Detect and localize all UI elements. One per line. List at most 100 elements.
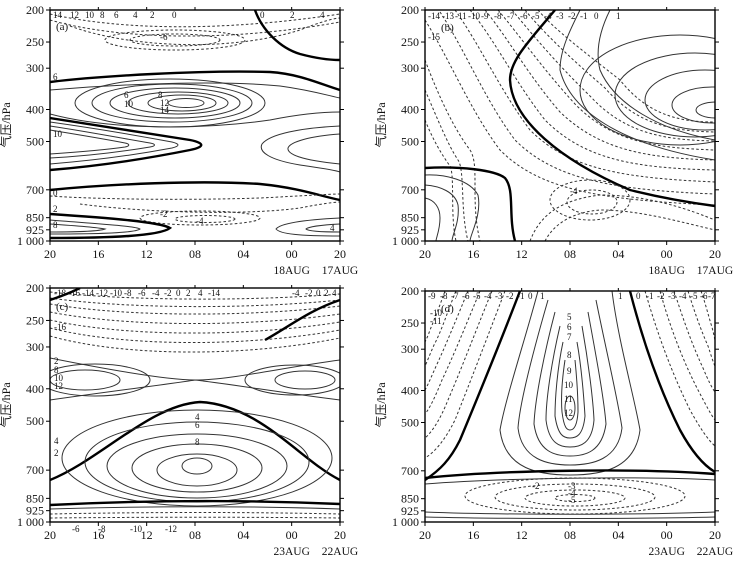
contour-line <box>469 10 715 171</box>
contour-line <box>50 121 179 165</box>
contour-label: -10 <box>468 11 480 21</box>
contour-line <box>524 10 715 133</box>
y-tick-label: 925 <box>401 504 419 518</box>
y-tick-label: 925 <box>26 223 44 237</box>
contour-label: -2 <box>164 288 172 298</box>
contour-label: -7 <box>451 291 459 301</box>
contour-label: -6 <box>138 288 146 298</box>
contour-zero <box>253 10 340 62</box>
contour-label: 6 <box>124 90 129 100</box>
contour-line <box>425 291 457 367</box>
y-tick-label: 250 <box>401 35 419 49</box>
y-axis-title: 气压/hPa <box>373 102 388 148</box>
contour-line <box>597 10 715 141</box>
x-tick-label: 08 <box>564 247 576 261</box>
contour-line <box>50 291 340 300</box>
contour-line <box>425 89 469 241</box>
contour-zero <box>50 181 340 202</box>
contour-label: -16 <box>54 322 66 332</box>
contour-label: 1 <box>540 291 545 301</box>
contour-line <box>50 303 340 315</box>
x-tick-label: 20 <box>709 528 721 542</box>
contour-line <box>511 10 715 142</box>
y-tick-label: 250 <box>26 313 44 327</box>
contour-label: 0 <box>594 11 599 21</box>
contour-label: -5 <box>473 291 481 301</box>
y-tick-label: 400 <box>26 382 44 396</box>
contour-line <box>564 395 576 421</box>
contour-line <box>50 369 121 391</box>
y-axis-title: 气压/hPa <box>373 382 388 428</box>
contour-label: -2 <box>305 288 313 298</box>
contour-zero <box>425 469 715 480</box>
contour-zero <box>50 499 340 507</box>
panel-d: (d) -9 -8 -7 -6 -5 -4 -3 -2 -1 0 1 1 0 -… <box>424 290 716 523</box>
contour-line <box>673 291 715 393</box>
contour-label: 14 <box>53 10 63 20</box>
x-tick-label: 08 <box>564 528 576 542</box>
panel-c: (c) -18 -16 -14 -12 -10 -8 -6 -4 -2 0 2 … <box>49 287 341 534</box>
contour-label: 10 <box>124 99 134 109</box>
contour-line <box>50 82 340 99</box>
contour-line <box>695 101 715 119</box>
y-tick-label: 1 000 <box>17 234 44 248</box>
date-label: 18AUG <box>648 265 684 277</box>
contour-zero <box>425 291 522 481</box>
y-tick-label: 700 <box>401 464 419 478</box>
contour-line <box>167 98 205 108</box>
contour-line <box>537 10 715 123</box>
contour-label: 4 <box>330 223 335 233</box>
contour-label: -1 <box>517 291 525 301</box>
x-tick-label: 00 <box>286 528 298 542</box>
contour-label: -2 <box>568 11 576 21</box>
contour-label: -18 <box>54 288 66 298</box>
contour-line <box>499 291 641 476</box>
contour-label: 10 <box>564 380 574 390</box>
contour-label: 6 <box>567 322 572 332</box>
contour-label: 10 <box>85 10 95 20</box>
contour-line <box>464 477 686 515</box>
contour-label: 4 <box>198 288 203 298</box>
contour-label: -6 <box>700 291 708 301</box>
contour-label: 8 <box>100 10 105 20</box>
x-tick-label: 04 <box>612 247 624 261</box>
contour-line <box>425 516 715 519</box>
contour-zero <box>425 166 517 241</box>
panel-c-contours <box>50 288 340 519</box>
contour-line <box>287 133 340 165</box>
contour-line <box>275 217 340 237</box>
contour-label: 2 <box>54 448 59 458</box>
contour-label: -14 <box>428 11 440 21</box>
panel-b-contours <box>425 10 715 241</box>
contour-zero <box>50 70 340 92</box>
contour-label: -2 <box>532 481 540 491</box>
y-tick-label: 500 <box>26 414 44 428</box>
panel-d-contours <box>425 291 715 519</box>
contour-label: -10 <box>130 524 142 534</box>
contour-line <box>50 219 141 235</box>
contour-line <box>106 433 288 499</box>
contour-line <box>244 364 340 396</box>
x-tick-label: 00 <box>286 247 298 261</box>
contour-label: -4 <box>484 291 492 301</box>
y-tick-label: 850 <box>26 211 44 225</box>
contour-label: 2 <box>186 288 191 298</box>
contour-zero <box>628 291 715 474</box>
contour-label: -10 <box>110 288 122 298</box>
contour-line <box>50 223 107 233</box>
contour-label: -2 <box>506 291 514 301</box>
x-tick-label: 00 <box>661 528 673 542</box>
contour-label: 14 <box>160 105 170 115</box>
y-tick-label: 1 000 <box>392 234 419 248</box>
panel-a: (a) 14 12 10 8 6 4 2 0 0 2 4 -6 6 8 10 1… <box>49 9 341 242</box>
contour-line <box>700 291 715 341</box>
contour-label: 12 <box>70 10 79 20</box>
contour-label: -14 <box>208 288 220 298</box>
contour-line <box>425 174 480 241</box>
x-tick-label: 16 <box>467 528 479 542</box>
contour-label: 4 <box>195 412 200 422</box>
x-tick-label: 04 <box>237 247 249 261</box>
contour-label: -7 <box>708 291 716 301</box>
contour-line <box>425 197 441 241</box>
